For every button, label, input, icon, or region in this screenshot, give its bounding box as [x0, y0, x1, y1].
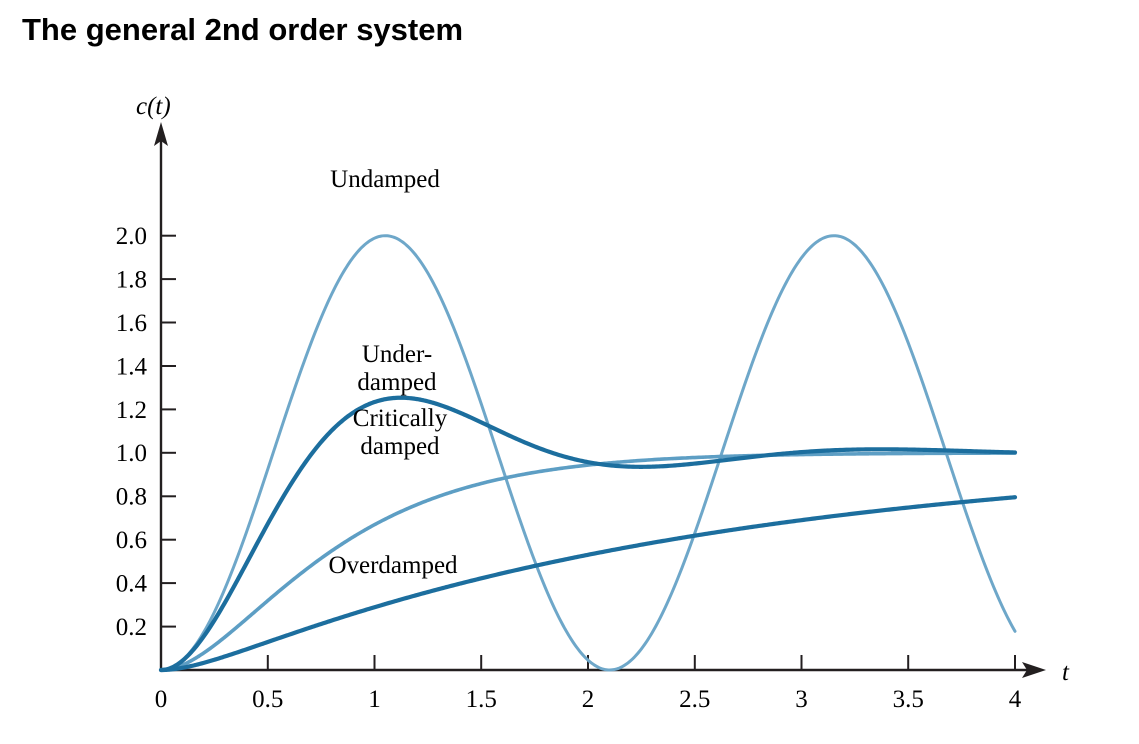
x-tick-label: 3.5 [893, 686, 924, 713]
x-tick-label: 0 [155, 686, 168, 713]
y-tick-label: 1.2 [116, 397, 147, 424]
x-tick-labels-group: 0 0.5 1 1.5 2 2.5 3 3.5 4 [155, 686, 1022, 713]
x-tick-label: 1 [368, 686, 381, 713]
curve-label-undamped: Undamped [330, 166, 440, 193]
y-tick-label: 0.4 [116, 571, 148, 598]
y-tick-label: 1.0 [116, 440, 147, 467]
y-tick-label: 1.6 [116, 310, 147, 337]
figure-container: 0.2 0.4 0.6 0.8 1.0 1.2 1.4 1.6 1.8 2.0 [0, 70, 1139, 744]
curve-label-critically-line1: Critically [353, 405, 448, 432]
x-tick-label: 0.5 [252, 686, 283, 713]
curve-critically-damped [159, 451, 1017, 672]
y-ticks-group [161, 234, 176, 628]
curves-group [158, 234, 1018, 673]
curve-labels-group: Undamped Under- damped Critically damped… [328, 166, 458, 579]
x-ticks-group [160, 655, 1016, 670]
x-tick-label: 3 [795, 686, 808, 713]
curve-label-overdamped: Overdamped [328, 552, 458, 579]
x-tick-label: 2 [582, 686, 595, 713]
x-tick-label: 2.5 [679, 686, 710, 713]
x-tick-label: 4 [1009, 686, 1022, 713]
y-tick-label: 1.8 [116, 267, 147, 294]
second-order-response-chart: 0.2 0.4 0.6 0.8 1.0 1.2 1.4 1.6 1.8 2.0 [116, 93, 1070, 713]
x-axis-arrowhead [1022, 662, 1046, 678]
page-title: The general 2nd order system [22, 12, 464, 47]
axes-group [154, 122, 1046, 678]
curve-label-underdamped-line2: damped [357, 369, 437, 396]
y-tick-label: 0.8 [116, 484, 147, 511]
curve-overdamped [158, 495, 1018, 673]
y-tick-labels-group: 0.2 0.4 0.6 0.8 1.0 1.2 1.4 1.6 1.8 2.0 [116, 223, 148, 641]
y-axis-arrowhead [154, 122, 168, 146]
y-tick-label: 2.0 [116, 223, 147, 250]
curve-undamped [159, 234, 1017, 672]
curve-underdamped [158, 395, 1018, 673]
x-axis-title: t [1062, 659, 1070, 686]
y-tick-label: 0.2 [116, 614, 147, 641]
y-axis-title: c(t) [136, 93, 171, 120]
y-tick-label: 1.4 [116, 353, 148, 380]
curve-label-critically-line2: damped [360, 433, 440, 460]
curve-label-underdamped-line1: Under- [362, 341, 432, 368]
x-tick-label: 1.5 [466, 686, 497, 713]
y-tick-label: 0.6 [116, 527, 147, 554]
